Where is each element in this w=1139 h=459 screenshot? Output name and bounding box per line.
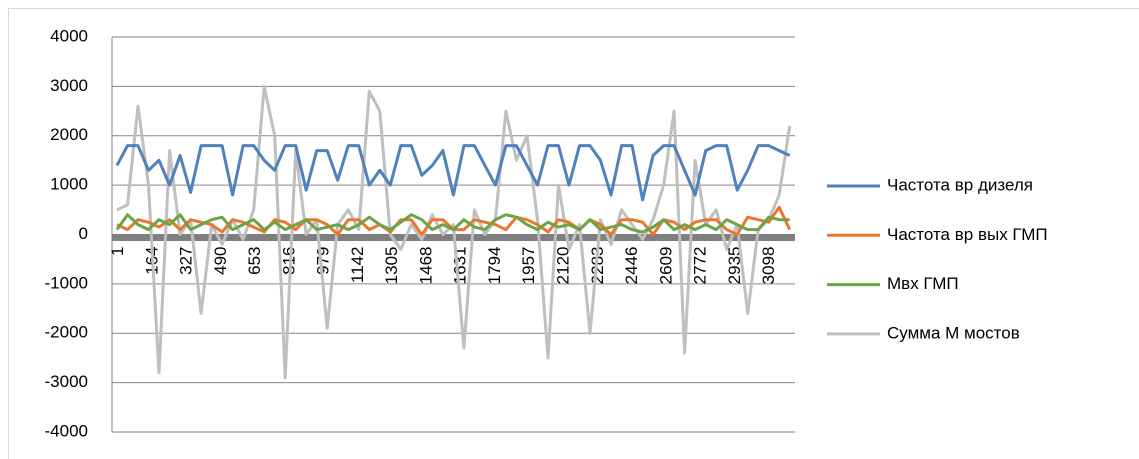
x-tick-label: 2120 — [553, 247, 572, 285]
legend-label: Частота вр дизеля — [887, 175, 1033, 194]
x-tick-label: 1468 — [416, 247, 435, 285]
y-tick-label: 4000 — [50, 26, 88, 45]
legend-label: Сумма М мостов — [887, 323, 1020, 342]
chart-frame — [8, 8, 1139, 459]
series-line — [115, 144, 791, 202]
plot — [115, 84, 792, 380]
x-tick-label: 1631 — [451, 247, 470, 285]
y-tick-label: -1000 — [45, 273, 88, 292]
x-tick-label: 816 — [279, 247, 298, 275]
x-tick-label: 1 — [108, 247, 127, 256]
y-tick-label: 3000 — [50, 76, 88, 95]
x-tick-label: 2935 — [725, 247, 744, 285]
x-tick-label: 327 — [177, 247, 196, 275]
x-tick-label: 653 — [245, 247, 264, 275]
x-tick-label: 2772 — [691, 247, 710, 285]
x-tick-label: 1957 — [519, 247, 538, 285]
y-tick-label: 0 — [79, 224, 88, 243]
series-line — [115, 213, 790, 234]
x-tick-label: 979 — [314, 247, 333, 275]
x-tick-label: 2609 — [656, 247, 675, 285]
x-tick-label: 1142 — [348, 247, 367, 284]
y-tick-label: 2000 — [50, 125, 88, 144]
series-line — [116, 84, 792, 380]
y-tick-label: -3000 — [45, 372, 88, 391]
y-tick-label: -4000 — [45, 421, 88, 440]
x-tick-label: 2446 — [622, 247, 641, 285]
x-tick-label: 1794 — [485, 247, 504, 285]
legend-label: Частота вр вых ГМП — [887, 225, 1048, 244]
axes: -4000 -3000 -2000 -1000 0 1000 2000 3000 4000 1 16… — [45, 26, 795, 440]
x-tick-label: 490 — [211, 247, 230, 275]
x-tick-label: 3098 — [759, 247, 778, 285]
legend-label: Мвх ГМП — [887, 274, 959, 293]
y-tick-label: -2000 — [45, 323, 88, 342]
y-tick-label: 1000 — [50, 175, 88, 194]
x-tick-label: 1305 — [382, 247, 401, 285]
legend: Частота вр дизеля Частота вр вых ГМП Мвх Г… — [827, 175, 1048, 342]
